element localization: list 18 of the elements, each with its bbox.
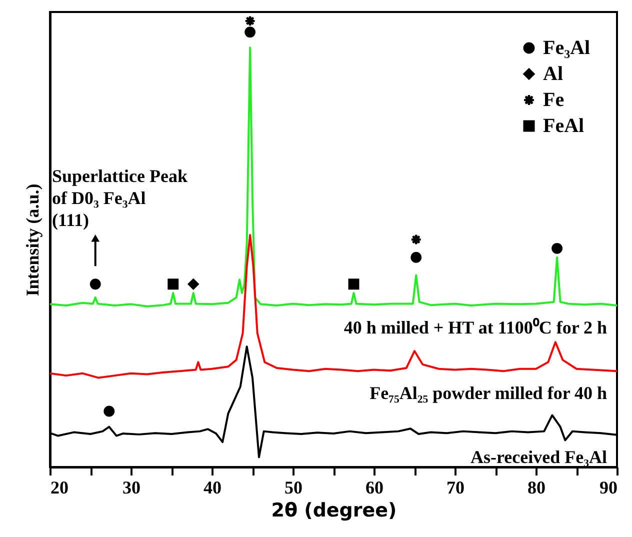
legend-label: Fe bbox=[543, 89, 564, 111]
series-label: 40 h milled + HT at 1100⁰C for 2 h bbox=[344, 318, 607, 338]
x-tick-label: 90 bbox=[600, 478, 618, 498]
x-tick-label: 30 bbox=[122, 478, 140, 498]
x-tick-label: 80 bbox=[528, 478, 546, 498]
series-label: Fe₇₅Al₂₅ powder milled for 40 h bbox=[370, 383, 607, 404]
y-axis-title: Intensity (a.u.) bbox=[22, 184, 42, 296]
x-tick-label: 70 bbox=[446, 478, 464, 498]
series-label: As-received Fe₃Al bbox=[470, 446, 607, 467]
legend-label: Al bbox=[543, 63, 564, 85]
x-tick-label: 60 bbox=[366, 478, 384, 498]
annotation: Superlattice Peak of D0₃ Fe₃Al (111) bbox=[52, 166, 188, 230]
x-tick-label: 20 bbox=[50, 478, 68, 498]
x-tick-label: 50 bbox=[284, 478, 302, 498]
x-tick-label: 40 bbox=[204, 478, 222, 498]
legend-label: FeAl bbox=[543, 115, 585, 137]
x-axis-title: 2θ (degree) bbox=[271, 500, 397, 522]
legend-label: Fe₃Al bbox=[543, 37, 591, 59]
